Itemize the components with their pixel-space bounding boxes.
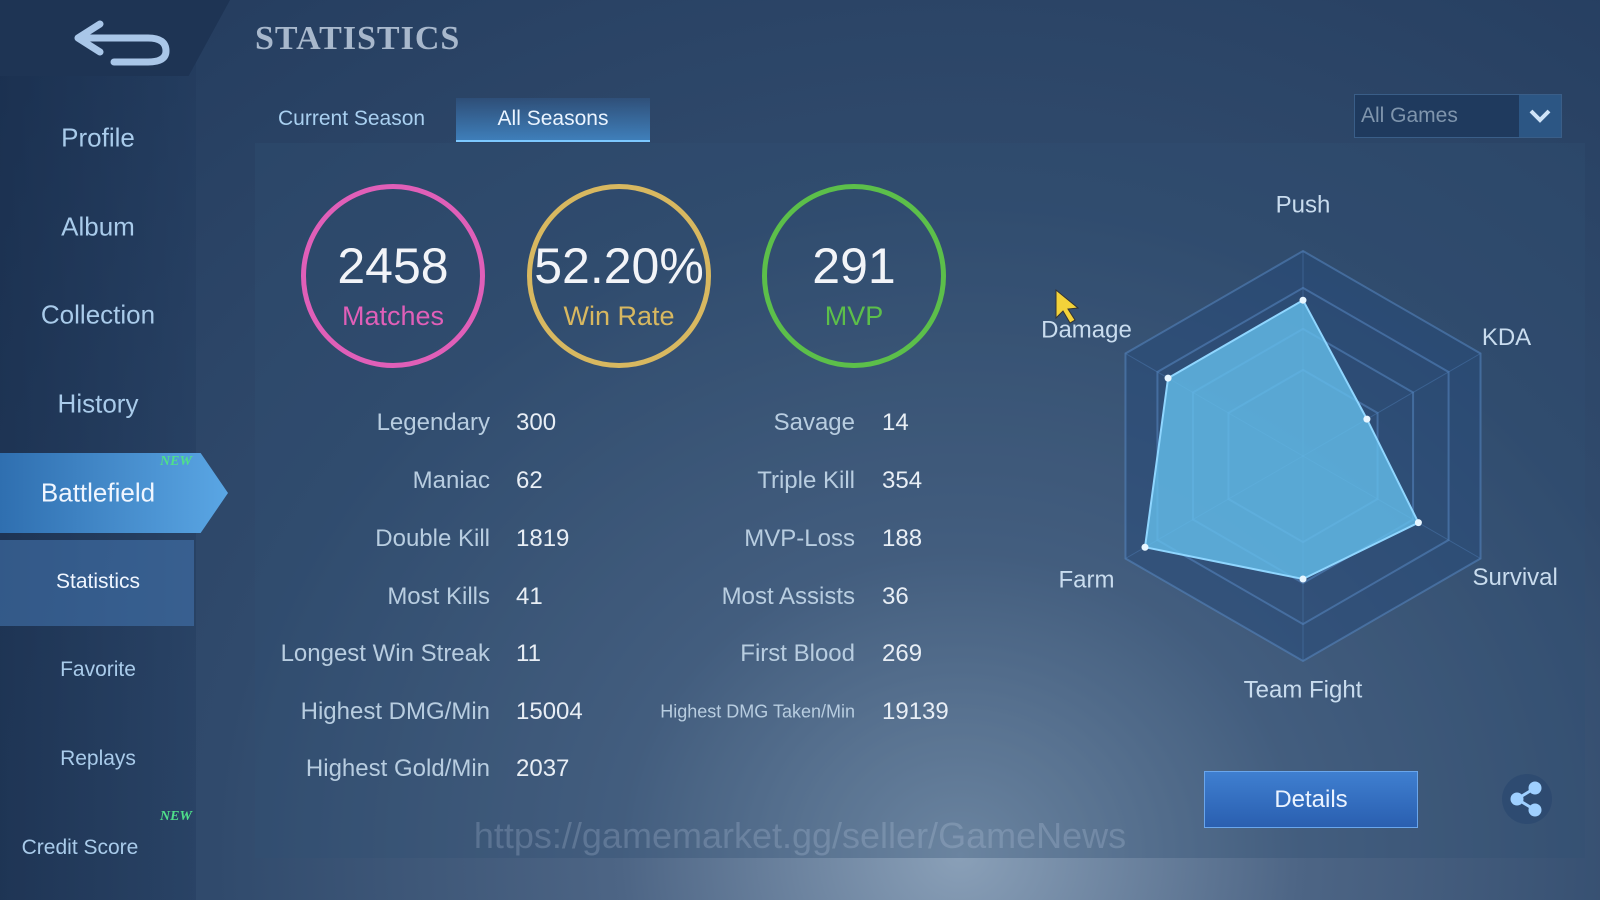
stat-label: Highest Gold/Min xyxy=(305,755,490,782)
stat-value: 19139 xyxy=(882,698,949,725)
stat-label: Double Kill xyxy=(375,525,490,552)
cursor xyxy=(1055,288,1080,324)
page-title: STATISTICS xyxy=(255,20,461,57)
stat-value: 300 xyxy=(516,409,557,436)
radar-axis-label: Push xyxy=(1276,191,1331,218)
filter-label: All Games xyxy=(1361,104,1458,127)
stat-value: 36 xyxy=(882,583,909,610)
summary-circle: 291 MVP xyxy=(762,184,946,368)
stat-value: 41 xyxy=(516,583,543,610)
filter-dropdown[interactable]: All Games xyxy=(1354,94,1562,138)
stat-value: 354 xyxy=(882,467,923,494)
stat-value: 1819 xyxy=(516,525,570,552)
details-button[interactable]: Details xyxy=(1204,771,1418,828)
sidebar-item[interactable]: Credit Score xyxy=(21,836,139,859)
sidebar-item[interactable]: Replays xyxy=(60,747,136,770)
back-button[interactable] xyxy=(0,0,230,76)
radar-axis-label: Survival xyxy=(1472,564,1557,591)
stat-label: Most Assists xyxy=(721,583,855,610)
sidebar xyxy=(0,0,196,900)
radar-axis-label: Team Fight xyxy=(1244,676,1363,703)
stat-label: First Blood xyxy=(740,640,855,667)
radar-chart: Push KDA Survival Team Fight Farm Damage xyxy=(1041,191,1558,703)
stat-value: 15004 xyxy=(516,698,583,725)
radar-point xyxy=(1141,543,1149,551)
radar-point xyxy=(1299,575,1307,583)
stat-value: 11 xyxy=(516,640,541,667)
radar-point xyxy=(1164,374,1172,382)
summary-value: 2458 xyxy=(337,238,449,294)
sidebar-item[interactable]: Statistics xyxy=(55,570,141,593)
radar-point xyxy=(1414,519,1422,527)
new-badge: NEW xyxy=(160,454,192,469)
sidebar-item[interactable]: Collection xyxy=(40,299,156,330)
stat-label: Longest Win Streak xyxy=(280,640,490,667)
radar-point xyxy=(1363,415,1371,423)
active-section xyxy=(0,453,228,533)
share-button[interactable] xyxy=(1502,774,1552,824)
sidebar-item[interactable]: History xyxy=(57,388,139,419)
sidebar-item[interactable]: Profile xyxy=(61,122,135,153)
sidebar-item[interactable]: Battlefield xyxy=(40,477,156,508)
summary-value: 291 xyxy=(812,238,896,294)
stat-value: 14 xyxy=(882,409,909,436)
dropdown-arrow xyxy=(1519,95,1561,137)
summary-circle: 2458 Matches xyxy=(301,184,485,368)
stat-label: Triple Kill xyxy=(757,467,855,494)
stat-label: Savage xyxy=(773,409,855,436)
radar-axis-label: KDA xyxy=(1482,324,1531,351)
tab[interactable]: Current Season xyxy=(278,107,426,130)
active-subitem xyxy=(0,540,194,626)
radar-axis-label: Damage xyxy=(1041,316,1132,343)
sidebar-item[interactable]: Album xyxy=(61,211,135,242)
summary-circle: 52.20% Win Rate xyxy=(527,184,711,368)
tab-active[interactable]: All Seasons xyxy=(456,98,650,142)
back-icon xyxy=(74,20,170,66)
summary-label: MVP xyxy=(824,301,884,331)
stat-value: 188 xyxy=(882,525,923,552)
stat-value: 269 xyxy=(882,640,923,667)
radar-point xyxy=(1299,296,1307,304)
sidebar-item[interactable]: Favorite xyxy=(60,658,136,681)
stat-label: Highest DMG/Min xyxy=(300,698,490,725)
summary-value: 52.20% xyxy=(534,238,704,294)
new-badge: NEW xyxy=(160,809,192,824)
radar-axis-label: Farm xyxy=(1058,566,1114,593)
stat-value: 2037 xyxy=(516,755,570,782)
watermark: https://gamemarket.gg/seller/GameNews xyxy=(473,815,1127,856)
stat-label: Highest DMG Taken/Min xyxy=(660,701,855,722)
stat-label: Legendary xyxy=(376,409,490,436)
radar-ring xyxy=(1156,286,1450,626)
stat-value: 62 xyxy=(516,467,543,494)
stat-label: Maniac xyxy=(412,467,490,494)
summary-label: Matches xyxy=(341,301,445,331)
stat-label: Most Kills xyxy=(387,583,490,610)
stat-label: MVP-Loss xyxy=(744,525,855,552)
summary-label: Win Rate xyxy=(563,301,675,331)
